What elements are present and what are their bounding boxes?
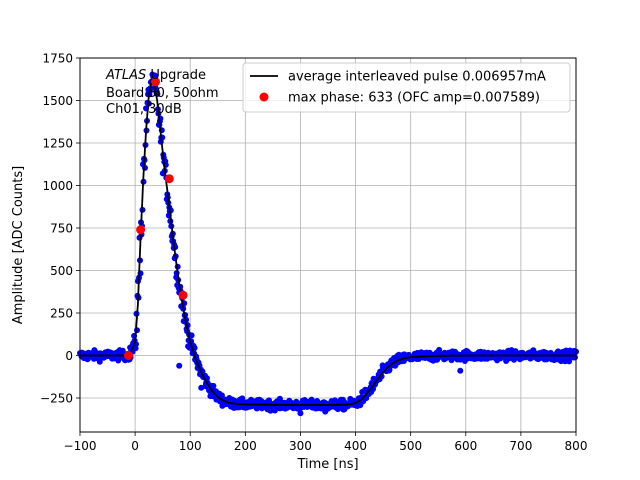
sample-point — [176, 362, 183, 369]
sample-point — [555, 348, 562, 355]
y-tick-label: 1000 — [42, 179, 73, 193]
sample-point — [322, 408, 329, 415]
x-axis-label: Time [ns] — [296, 457, 358, 472]
legend-label-max-phase: max phase: 633 (OFC amp=0.007589) — [288, 91, 540, 106]
y-tick-label: 500 — [50, 264, 73, 278]
plot-frame — [79, 57, 577, 433]
y-tick-label: 250 — [50, 307, 73, 321]
y-tick-label: 1250 — [42, 137, 73, 151]
x-tick-label: 300 — [289, 439, 312, 453]
sample-point — [297, 410, 304, 417]
y-axis-label: Amplitude [ADC Counts] — [11, 166, 26, 324]
x-tick-label: 500 — [399, 439, 422, 453]
average-pulse-line — [80, 78, 576, 406]
y-tick-label: 750 — [50, 222, 73, 236]
y-tick-label: −250 — [40, 392, 73, 406]
max-phase-point — [136, 225, 146, 235]
x-tick-label: −100 — [64, 439, 97, 453]
blue-samples — [77, 71, 579, 417]
sample-point — [151, 72, 158, 79]
annotation-line-3: Ch01, 30dB — [106, 102, 182, 117]
legend-label-average: average interleaved pulse 0.006957mA — [288, 70, 546, 85]
sample-point — [239, 395, 246, 402]
x-tick-label: 100 — [179, 439, 202, 453]
x-tick-label: 0 — [131, 439, 139, 453]
legend-dot-swatch — [259, 92, 269, 102]
x-tick-label: 600 — [454, 439, 477, 453]
annotation-line-2: Board 50, 50ohm — [106, 86, 219, 101]
sample-point — [457, 367, 464, 374]
x-tick-label: 200 — [234, 439, 257, 453]
data-layer — [77, 71, 579, 417]
max-phase-point — [123, 351, 133, 360]
sample-point — [267, 407, 274, 414]
upgrade-label: Upgrade — [146, 68, 206, 83]
sample-point — [210, 382, 217, 389]
max-phase-point — [151, 77, 161, 87]
annotation: ATLAS Upgrade Board 50, 50ohm Ch01, 30dB — [105, 68, 219, 117]
sample-point — [96, 358, 103, 365]
atlas-label: ATLAS — [105, 68, 146, 83]
max-phase-point — [178, 290, 188, 300]
x-tick-label: 800 — [565, 439, 588, 453]
x-tick-label: 400 — [344, 439, 367, 453]
sample-point — [308, 396, 315, 403]
y-tick-label: 0 — [65, 349, 73, 363]
max-phase-point — [164, 174, 174, 184]
x-tick-label: 700 — [509, 439, 532, 453]
legend-box — [242, 62, 571, 113]
y-tick-label: 1500 — [42, 94, 73, 108]
y-tick-label: 1750 — [42, 52, 73, 66]
legend: average interleaved pulse 0.006957mA max… — [242, 62, 571, 113]
sample-point — [188, 332, 195, 339]
sample-point — [198, 384, 205, 391]
axes: −100 0 100 200 300 400 500 600 700 800 −250 0 250 500… — [40, 52, 587, 454]
annotation-line-1: ATLAS Upgrade — [105, 68, 206, 83]
